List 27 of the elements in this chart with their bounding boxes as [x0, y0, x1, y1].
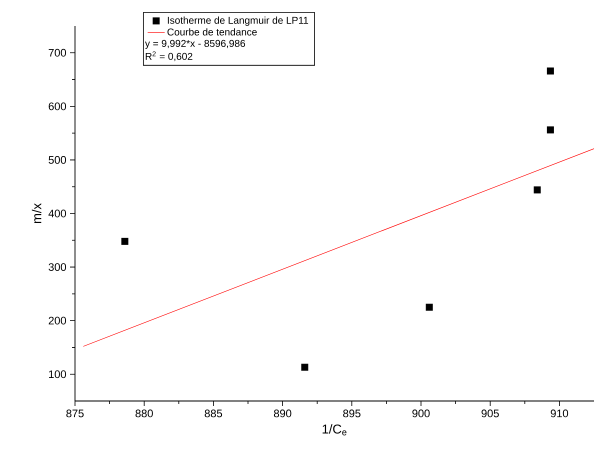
x-tick-label: 875 [66, 410, 84, 418]
x-tick-label: 900 [412, 410, 430, 418]
x-tick-label: 895 [343, 410, 360, 418]
y-axis-title: m/x [32, 203, 42, 224]
x-tick-label: 890 [274, 410, 292, 418]
point [301, 364, 308, 371]
y-tick-label: 300 [48, 263, 66, 271]
point [426, 304, 433, 311]
legend-label: Courbe de tendance [167, 28, 257, 36]
x-tick-label: 885 [204, 410, 222, 418]
x-tick-label: 880 [136, 410, 153, 418]
y-tick-label: 100 [49, 370, 66, 378]
y-tick-label: 500 [48, 156, 66, 164]
point [546, 67, 554, 74]
y-tick-label: 200 [48, 316, 66, 325]
point [121, 238, 128, 245]
annotation: R$^{2}$ = 0,602 [146, 51, 192, 62]
x-axis-title: 1/C$_{e}$ [322, 424, 346, 436]
point [546, 126, 554, 134]
y-tick-label: 400 [48, 210, 66, 218]
x-tick-label: 910 [550, 410, 568, 418]
point [534, 186, 541, 194]
y-tick-label: 600 [48, 102, 66, 110]
legend-label: Isotherme de Langmuir de LP11 [168, 16, 308, 26]
annotation: y = 9,992*x - 8596,986 [145, 40, 246, 49]
x-tick-label: 905 [482, 410, 499, 418]
y-tick-label: 700 [48, 48, 66, 57]
